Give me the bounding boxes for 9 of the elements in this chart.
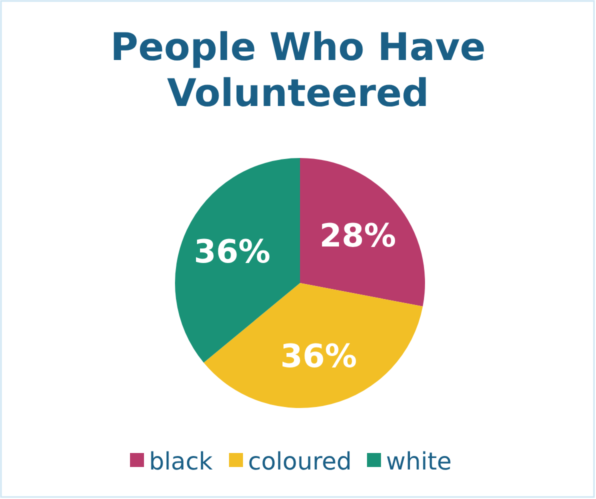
- legend-label: black: [149, 447, 213, 476]
- pie-slice: [204, 283, 423, 408]
- data-label: 28%: [319, 216, 396, 254]
- legend-label: coloured: [248, 447, 352, 476]
- data-label: 36%: [280, 336, 357, 375]
- legend-label: white: [386, 447, 452, 476]
- pie-slice: [300, 158, 425, 306]
- chart-title: People Who Have Volunteered: [110, 25, 486, 115]
- data-label: 36%: [194, 232, 270, 270]
